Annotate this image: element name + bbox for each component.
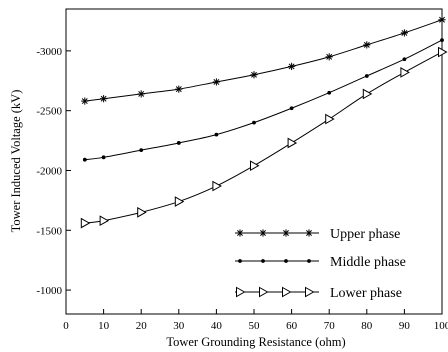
marker-dot	[82, 157, 87, 162]
marker-triangle-right	[325, 113, 335, 125]
y-tick-label: -2500	[36, 106, 62, 118]
marker-dot	[364, 74, 369, 78]
legend-label: Upper phase	[330, 227, 400, 242]
marker-asterisk	[282, 229, 290, 237]
series-lower-phase	[80, 46, 448, 229]
x-tick-label: 100	[434, 320, 448, 332]
marker-dot	[440, 38, 444, 42]
x-tick-label: 90	[399, 320, 411, 332]
marker-asterisk	[305, 229, 313, 237]
marker-triangle-right	[99, 215, 110, 227]
marker-asterisk	[438, 16, 446, 24]
marker-dot	[402, 57, 407, 62]
y-axis: -1000 -1500 -2000 -2500 -3000	[36, 46, 71, 297]
marker-dot	[214, 132, 219, 137]
y-tick-label: -1000	[36, 285, 62, 297]
marker-asterisk	[259, 229, 267, 237]
series-line	[84, 51, 443, 224]
x-tick-label: 0	[63, 320, 69, 332]
legend: Upper phase Middle phase Lower phase	[235, 227, 406, 301]
x-tick-label: 20	[136, 320, 148, 332]
series-upper-phase	[81, 16, 446, 105]
y-tick-label: -2000	[36, 165, 62, 177]
marker-asterisk	[81, 97, 89, 105]
marker-dot	[252, 120, 256, 125]
marker-triangle-right	[174, 196, 185, 207]
marker-triangle-right	[400, 67, 410, 78]
marker-triangle-right	[250, 160, 260, 172]
legend-item: Middle phase	[235, 255, 406, 270]
marker-asterisk	[137, 90, 145, 98]
marker-dot	[238, 259, 242, 263]
marker-dot	[139, 148, 144, 153]
marker-triangle-right	[137, 206, 147, 218]
x-tick-label: 60	[286, 320, 298, 332]
marker-triangle-right	[80, 217, 91, 229]
legend-label: Middle phase	[330, 255, 406, 270]
x-tick-label: 30	[173, 320, 185, 332]
marker-asterisk	[212, 78, 220, 86]
x-tick-label: 40	[211, 320, 223, 332]
x-tick-label: 10	[98, 320, 110, 332]
series-line	[84, 39, 443, 161]
y-tick-label: -3000	[36, 46, 62, 58]
series-layer	[80, 16, 448, 229]
marker-dot	[101, 155, 106, 160]
series-line	[84, 19, 443, 102]
x-tick-label: 80	[361, 320, 373, 332]
marker-asterisk	[250, 71, 258, 79]
marker-dot	[176, 141, 181, 145]
marker-asterisk	[363, 41, 371, 49]
x-axis-label: Tower Grounding Resistance (ohm)	[166, 335, 345, 349]
marker-triangle-right	[282, 286, 292, 298]
marker-triangle-right	[212, 180, 222, 192]
marker-asterisk	[288, 62, 296, 71]
marker-dot	[307, 259, 311, 263]
x-tick-label: 70	[324, 320, 336, 332]
y-axis-label: Tower Induced Voltage (kV)	[9, 90, 23, 233]
legend-item: Upper phase	[235, 227, 400, 242]
marker-asterisk	[236, 229, 244, 237]
legend-label: Lower phase	[330, 286, 402, 301]
marker-dot	[261, 259, 265, 263]
marker-triangle-right	[305, 286, 315, 298]
marker-dot	[289, 106, 294, 111]
x-tick-label: 50	[249, 320, 261, 332]
marker-asterisk	[175, 85, 183, 93]
marker-triangle-right	[362, 88, 373, 100]
marker-asterisk	[100, 95, 108, 103]
marker-dot	[327, 90, 332, 95]
marker-dot	[284, 259, 288, 263]
series-middle-phase	[82, 38, 444, 162]
marker-asterisk	[325, 53, 333, 61]
marker-asterisk	[400, 29, 408, 37]
marker-triangle-right	[438, 46, 448, 58]
x-axis: 0 10 20 30 40 50 60 70 80 90 100	[63, 309, 448, 332]
marker-triangle-right	[236, 286, 246, 298]
marker-triangle-right	[287, 137, 298, 149]
legend-item: Lower phase	[235, 286, 402, 301]
marker-triangle-right	[259, 286, 269, 298]
y-tick-label: -1500	[36, 225, 62, 237]
